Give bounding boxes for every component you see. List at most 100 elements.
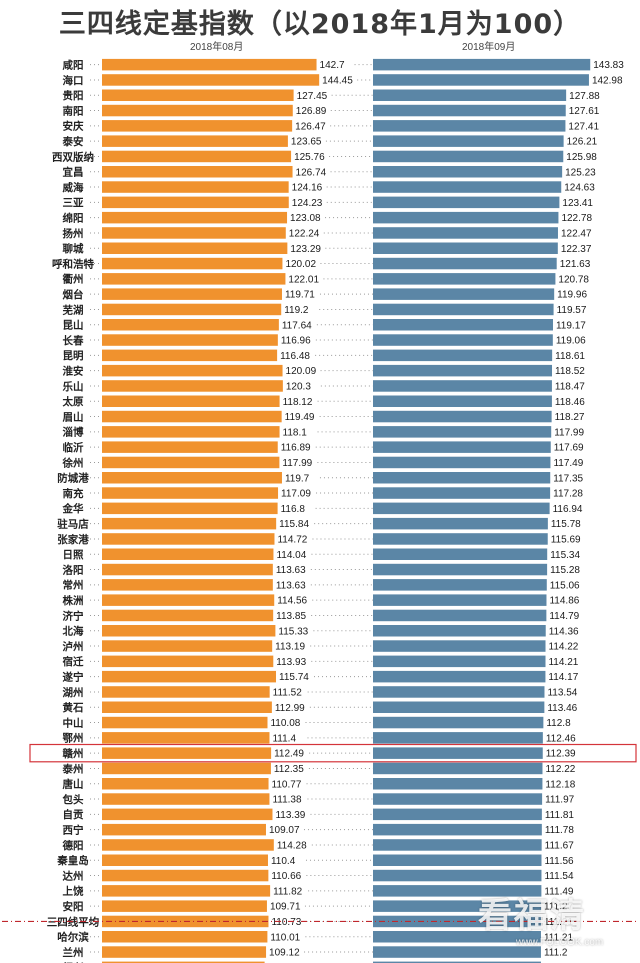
bar-2 — [373, 533, 548, 545]
bar-1 — [102, 257, 283, 270]
value-label-2: 112.22 — [545, 764, 575, 775]
bar-2 — [373, 380, 552, 392]
category-label: 三亚 — [63, 197, 84, 209]
value-label-1: 113.85 — [276, 611, 306, 622]
category-label: 长春 — [63, 334, 84, 347]
bar-2 — [373, 104, 566, 117]
category-label: 泸州 — [63, 640, 84, 653]
bar-1 — [102, 793, 270, 805]
bar-2 — [373, 762, 543, 775]
category-label: 扬州 — [63, 227, 84, 240]
bar-2 — [373, 211, 559, 224]
value-label-2: 112.46 — [546, 733, 576, 744]
value-label-2: 123.41 — [562, 198, 593, 209]
category-label: 宿迁 — [63, 655, 84, 668]
value-label-2: 121.63 — [560, 259, 591, 270]
bar-2 — [373, 931, 541, 943]
category-label: 衢州 — [63, 273, 84, 286]
value-label-1: 123.08 — [290, 213, 321, 224]
value-label-2: 127.61 — [569, 106, 600, 117]
value-label-2: 111.27 — [544, 902, 574, 913]
value-label-2: 115.34 — [550, 550, 580, 561]
category-label: 烟台 — [63, 288, 84, 301]
bar-1 — [102, 120, 293, 132]
value-label-2: 111.21 — [544, 917, 574, 928]
category-label: 徐州 — [62, 456, 84, 469]
value-label-2: 111.56 — [544, 856, 574, 867]
bar-1 — [102, 732, 270, 744]
category-label: 海口 — [63, 74, 84, 87]
bar-2 — [373, 410, 552, 423]
value-label-1: 114.56 — [277, 596, 307, 607]
bar-2 — [373, 594, 547, 606]
value-label-1: 120.09 — [286, 366, 317, 377]
bar-1 — [102, 686, 270, 698]
category-label: 昆山 — [63, 319, 84, 332]
category-label: 湖州 — [63, 686, 84, 699]
bar-2 — [373, 364, 553, 377]
value-label-1: 116.89 — [281, 443, 311, 454]
bar-2 — [373, 303, 554, 316]
bar-1 — [102, 273, 286, 285]
category-label: 安庆 — [63, 120, 84, 133]
bar-1 — [102, 319, 279, 331]
category-label: 南阳 — [63, 104, 84, 117]
category-label: 聊城 — [63, 242, 84, 255]
bar-2 — [373, 273, 556, 285]
value-label-1: 125.76 — [294, 152, 325, 163]
value-label-1: 116.8 — [281, 504, 306, 515]
bar-1 — [102, 303, 282, 316]
bar-1 — [102, 242, 288, 254]
category-label: 绵阳 — [63, 211, 84, 224]
value-label-2: 117.99 — [554, 427, 584, 438]
value-label-2: 111.67 — [545, 840, 575, 851]
bar-2 — [373, 426, 552, 438]
category-label: 常州 — [63, 579, 84, 592]
value-label-1: 113.63 — [276, 565, 306, 576]
value-label-1: 117.64 — [282, 320, 312, 331]
category-label: 哈尔滨 — [57, 931, 89, 944]
value-label-2: 115.78 — [551, 519, 581, 530]
value-label-1: 126.74 — [296, 167, 327, 178]
value-label-2: 125.98 — [566, 152, 597, 163]
bar-2 — [373, 854, 542, 866]
bar-2 — [373, 701, 545, 713]
category-label: 芜湖 — [63, 303, 84, 316]
value-label-2: 127.88 — [569, 91, 600, 102]
category-label: 绍兴 — [63, 961, 84, 963]
value-label-2: 119.06 — [556, 336, 586, 347]
value-label-1: 126.89 — [296, 106, 327, 117]
value-label-1: 116.48 — [280, 351, 310, 362]
bar-1 — [102, 364, 283, 377]
value-label-1: 115.33 — [278, 626, 308, 637]
value-label-2: 116.94 — [553, 504, 583, 515]
bar-1 — [102, 579, 273, 591]
bar-2 — [373, 869, 542, 882]
highlight-box — [29, 743, 637, 763]
series-2-header: 2018年09月 — [462, 42, 516, 53]
value-label-1: 114.72 — [277, 534, 307, 545]
bar-1 — [102, 410, 282, 423]
value-label-2: 125.23 — [565, 167, 596, 178]
value-label-1: 116.96 — [281, 336, 311, 347]
bar-2 — [373, 135, 564, 147]
value-label-2: 112.18 — [545, 779, 575, 790]
bar-1 — [102, 533, 275, 545]
category-label: 日照 — [63, 549, 84, 561]
value-label-1: 110.08 — [270, 718, 300, 729]
value-label-1: 114.28 — [277, 840, 307, 851]
bar-1 — [102, 839, 274, 851]
value-label-1: 119.49 — [285, 412, 315, 423]
category-label: 西双版纳 — [52, 150, 94, 163]
category-label: 淄博 — [63, 426, 84, 439]
category-label: 遂宁 — [63, 670, 84, 683]
category-label: 西宁 — [63, 823, 84, 836]
category-label: 三四线平均 — [47, 915, 100, 928]
value-label-2: 111.97 — [545, 795, 575, 806]
bar-2 — [373, 196, 560, 209]
category-label: 防城港 — [57, 472, 89, 485]
bar-1 — [102, 487, 279, 499]
series-1-header: 2018年08月 — [190, 42, 244, 53]
bar-1 — [102, 931, 268, 943]
value-label-2: 111.54 — [544, 871, 574, 882]
